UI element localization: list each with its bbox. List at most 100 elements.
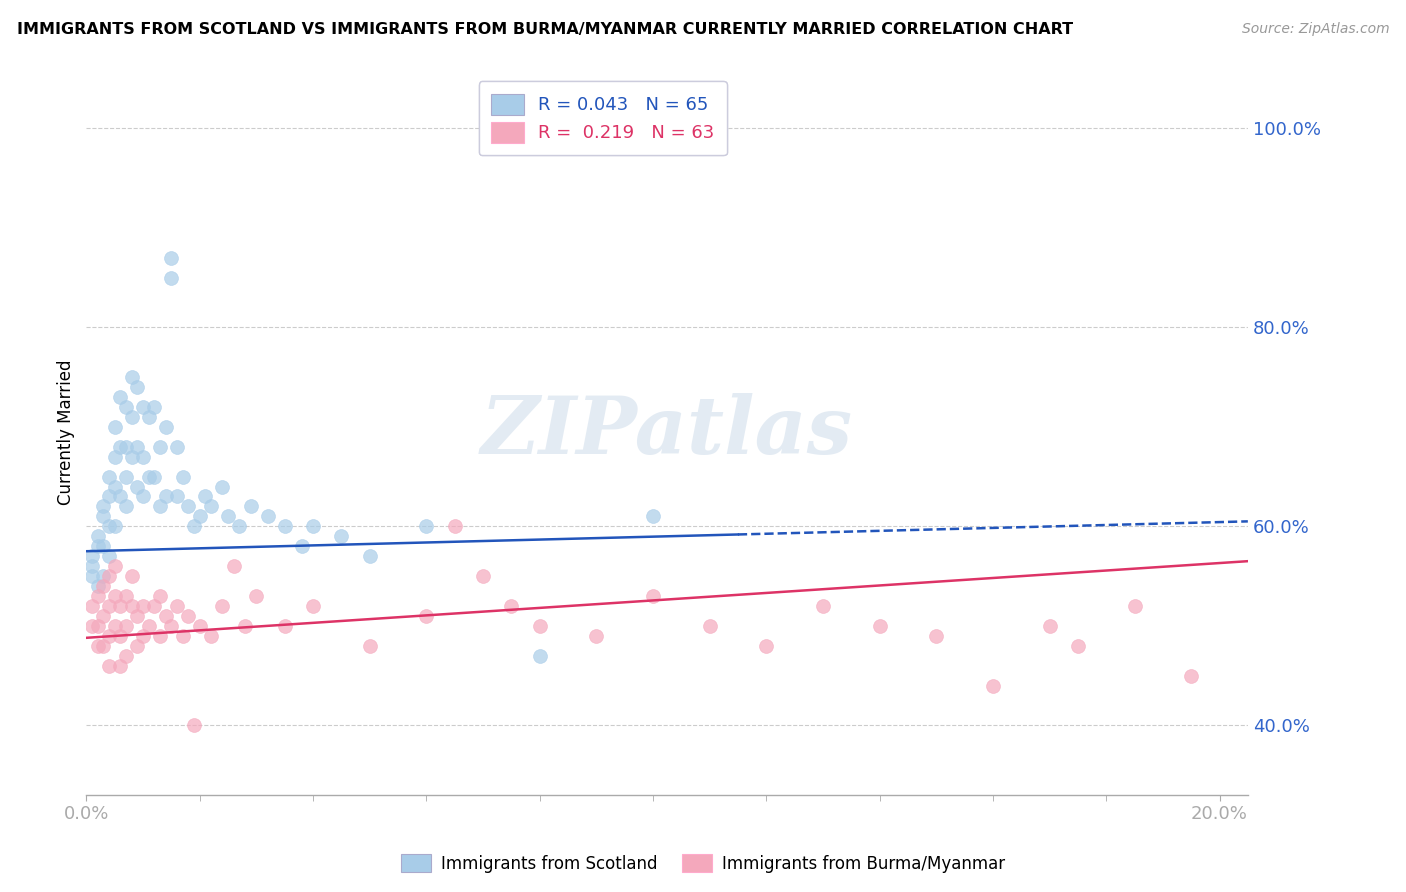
Point xyxy=(80,559,103,574)
Legend: Immigrants from Scotland, Immigrants from Burma/Myanmar: Immigrants from Scotland, Immigrants fro… xyxy=(394,847,1012,880)
Point xyxy=(211,479,233,493)
Point xyxy=(155,419,177,434)
Point xyxy=(501,599,523,613)
Point xyxy=(160,619,183,633)
Point xyxy=(115,400,138,414)
Point xyxy=(699,619,721,633)
Point xyxy=(302,519,325,533)
Point xyxy=(91,639,114,653)
Point xyxy=(188,509,211,524)
Point xyxy=(86,579,108,593)
Point xyxy=(104,450,127,464)
Point xyxy=(80,619,103,633)
Point xyxy=(91,509,114,524)
Point xyxy=(97,658,120,673)
Point xyxy=(132,450,155,464)
Point xyxy=(104,589,127,603)
Point xyxy=(217,509,239,524)
Point xyxy=(359,549,381,564)
Point xyxy=(91,608,114,623)
Point xyxy=(86,539,108,553)
Point xyxy=(86,589,108,603)
Point xyxy=(359,639,381,653)
Point xyxy=(330,529,353,543)
Point xyxy=(97,519,120,533)
Point xyxy=(132,599,155,613)
Point xyxy=(91,569,114,583)
Text: Source: ZipAtlas.com: Source: ZipAtlas.com xyxy=(1241,22,1389,37)
Point xyxy=(211,599,233,613)
Point xyxy=(149,629,172,643)
Point xyxy=(641,509,664,524)
Point xyxy=(110,490,132,504)
Point xyxy=(115,619,138,633)
Point xyxy=(172,629,194,643)
Point xyxy=(104,419,127,434)
Point xyxy=(155,608,177,623)
Point xyxy=(132,400,155,414)
Point xyxy=(121,370,143,384)
Point xyxy=(869,619,891,633)
Point xyxy=(641,589,664,603)
Point xyxy=(415,608,437,623)
Point xyxy=(91,500,114,514)
Point xyxy=(91,579,114,593)
Point xyxy=(1180,668,1202,682)
Point xyxy=(200,629,222,643)
Point xyxy=(811,599,834,613)
Point xyxy=(110,390,132,404)
Point xyxy=(273,519,295,533)
Point xyxy=(177,608,200,623)
Point xyxy=(138,619,160,633)
Point xyxy=(127,380,149,394)
Point xyxy=(183,718,205,732)
Point xyxy=(194,490,217,504)
Point xyxy=(256,509,278,524)
Point xyxy=(121,599,143,613)
Point xyxy=(149,589,172,603)
Point xyxy=(115,648,138,663)
Point xyxy=(97,599,120,613)
Point xyxy=(245,589,267,603)
Point xyxy=(1038,619,1060,633)
Point xyxy=(1123,599,1146,613)
Point xyxy=(443,519,465,533)
Point xyxy=(104,519,127,533)
Point xyxy=(291,539,314,553)
Point xyxy=(222,559,245,574)
Point xyxy=(302,599,325,613)
Point xyxy=(239,500,262,514)
Point xyxy=(110,599,132,613)
Point xyxy=(127,479,149,493)
Point xyxy=(104,479,127,493)
Point xyxy=(529,648,551,663)
Point xyxy=(86,639,108,653)
Point xyxy=(166,440,188,454)
Point xyxy=(115,440,138,454)
Point xyxy=(121,409,143,424)
Point xyxy=(121,450,143,464)
Point xyxy=(110,440,132,454)
Point xyxy=(127,440,149,454)
Point xyxy=(127,639,149,653)
Text: ZIPatlas: ZIPatlas xyxy=(481,393,853,471)
Point xyxy=(160,270,183,285)
Point xyxy=(97,569,120,583)
Point xyxy=(143,400,166,414)
Legend: R = 0.043   N = 65, R =  0.219   N = 63: R = 0.043 N = 65, R = 0.219 N = 63 xyxy=(478,81,727,155)
Point xyxy=(104,559,127,574)
Point xyxy=(415,519,437,533)
Point xyxy=(1067,639,1090,653)
Point xyxy=(273,619,295,633)
Point xyxy=(138,409,160,424)
Point xyxy=(97,469,120,483)
Point xyxy=(585,629,607,643)
Point xyxy=(110,658,132,673)
Point xyxy=(228,519,250,533)
Point xyxy=(132,629,155,643)
Point xyxy=(200,500,222,514)
Point xyxy=(471,569,494,583)
Point xyxy=(925,629,948,643)
Point xyxy=(115,500,138,514)
Point xyxy=(80,599,103,613)
